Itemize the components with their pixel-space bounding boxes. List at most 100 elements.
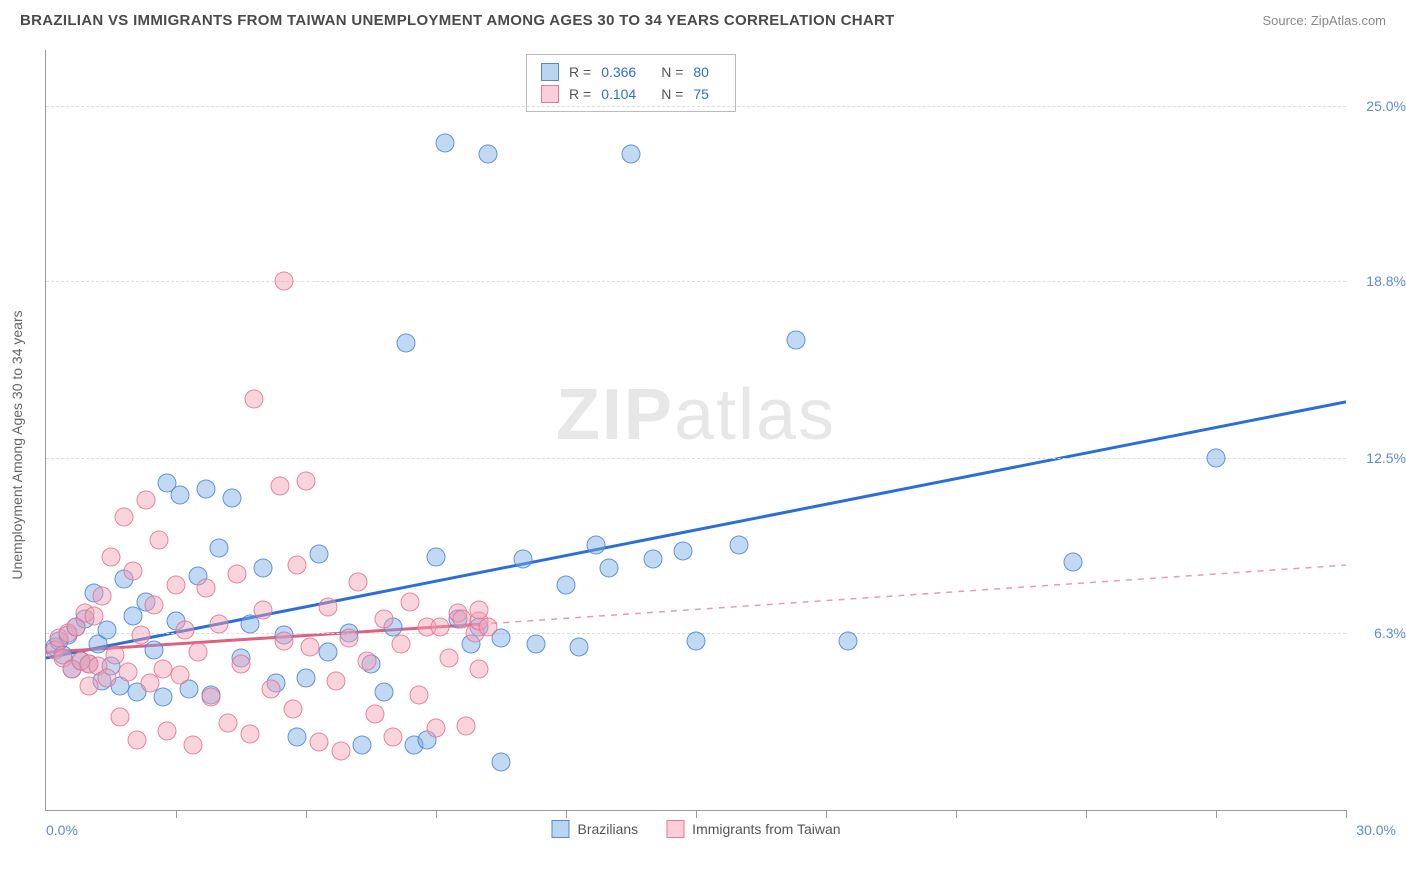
point-brazilians [375, 682, 394, 701]
point-taiwan [375, 609, 394, 628]
point-taiwan [275, 632, 294, 651]
point-taiwan [93, 587, 112, 606]
x-min-label: 0.0% [46, 822, 78, 838]
point-taiwan [366, 705, 385, 724]
point-brazilians [197, 480, 216, 499]
point-brazilians [435, 133, 454, 152]
swatch-pink-icon [541, 85, 559, 103]
legend-taiwan: Immigrants from Taiwan [666, 820, 840, 838]
y-tick-label: 6.3% [1351, 625, 1406, 641]
point-brazilians [210, 539, 229, 558]
x-tick [176, 810, 177, 818]
stats-row-brazilians: R = 0.366 N = 80 [541, 61, 721, 83]
point-taiwan [310, 733, 329, 752]
point-taiwan [340, 629, 359, 648]
point-taiwan [84, 606, 103, 625]
point-taiwan [297, 471, 316, 490]
point-taiwan [102, 547, 121, 566]
point-brazilians [396, 333, 415, 352]
point-brazilians [674, 542, 693, 561]
x-tick [696, 810, 697, 818]
point-taiwan [245, 390, 264, 409]
swatch-pink-icon [666, 820, 684, 838]
point-brazilians [622, 145, 641, 164]
point-brazilians [479, 145, 498, 164]
point-taiwan [197, 578, 216, 597]
point-taiwan [284, 699, 303, 718]
point-taiwan [349, 573, 368, 592]
point-taiwan [457, 716, 476, 735]
point-brazilians [643, 550, 662, 569]
point-brazilians [587, 536, 606, 555]
x-max-label: 30.0% [1356, 822, 1396, 838]
point-taiwan [132, 626, 151, 645]
point-taiwan [271, 477, 290, 496]
point-taiwan [301, 637, 320, 656]
point-brazilians [838, 632, 857, 651]
point-taiwan [479, 618, 498, 637]
legend-brazilians: Brazilians [551, 820, 638, 838]
point-taiwan [171, 665, 190, 684]
point-taiwan [145, 595, 164, 614]
point-brazilians [310, 544, 329, 563]
point-taiwan [110, 708, 129, 727]
point-taiwan [149, 530, 168, 549]
stats-box: R = 0.366 N = 80 R = 0.104 N = 75 [526, 54, 736, 112]
point-brazilians [145, 640, 164, 659]
point-brazilians [526, 634, 545, 653]
stats-row-taiwan: R = 0.104 N = 75 [541, 83, 721, 105]
point-taiwan [219, 713, 238, 732]
point-taiwan [80, 677, 99, 696]
x-tick [1216, 810, 1217, 818]
watermark: ZIPatlas [556, 374, 836, 456]
point-brazilians [1064, 553, 1083, 572]
point-brazilians [492, 753, 511, 772]
point-taiwan [128, 730, 147, 749]
point-taiwan [158, 722, 177, 741]
point-taiwan [154, 660, 173, 679]
point-taiwan [318, 598, 337, 617]
point-taiwan [210, 615, 229, 634]
point-brazilians [97, 620, 116, 639]
point-brazilians [1207, 449, 1226, 468]
point-brazilians [557, 575, 576, 594]
point-taiwan [262, 679, 281, 698]
chart-header: BRAZILIAN VS IMMIGRANTS FROM TAIWAN UNEM… [0, 0, 1406, 37]
trend-lines [46, 50, 1346, 810]
gridline [46, 281, 1346, 282]
point-brazilians [353, 736, 372, 755]
point-brazilians [288, 727, 307, 746]
point-taiwan [383, 727, 402, 746]
chart-title: BRAZILIAN VS IMMIGRANTS FROM TAIWAN UNEM… [20, 12, 895, 29]
point-taiwan [232, 654, 251, 673]
point-taiwan [188, 643, 207, 662]
point-taiwan [331, 741, 350, 760]
point-brazilians [223, 488, 242, 507]
chart-source: Source: ZipAtlas.com [1262, 13, 1386, 28]
point-taiwan [115, 508, 134, 527]
x-tick [566, 810, 567, 818]
point-taiwan [392, 634, 411, 653]
x-tick [1086, 810, 1087, 818]
y-tick-label: 12.5% [1351, 450, 1406, 466]
x-tick [436, 810, 437, 818]
plot-area: ZIPatlas R = 0.366 N = 80 R = 0.104 N = … [45, 50, 1346, 811]
point-brazilians [513, 550, 532, 569]
point-taiwan [119, 663, 138, 682]
point-brazilians [730, 536, 749, 555]
gridline [46, 106, 1346, 107]
point-taiwan [240, 725, 259, 744]
point-taiwan [401, 592, 420, 611]
chart-container: Unemployment Among Ages 30 to 34 years Z… [45, 50, 1385, 840]
point-taiwan [427, 719, 446, 738]
gridline [46, 458, 1346, 459]
x-tick [306, 810, 307, 818]
point-taiwan [440, 649, 459, 668]
point-taiwan [275, 271, 294, 290]
point-brazilians [786, 330, 805, 349]
point-brazilians [687, 632, 706, 651]
point-taiwan [288, 556, 307, 575]
point-taiwan [167, 575, 186, 594]
point-taiwan [227, 564, 246, 583]
point-brazilians [600, 558, 619, 577]
